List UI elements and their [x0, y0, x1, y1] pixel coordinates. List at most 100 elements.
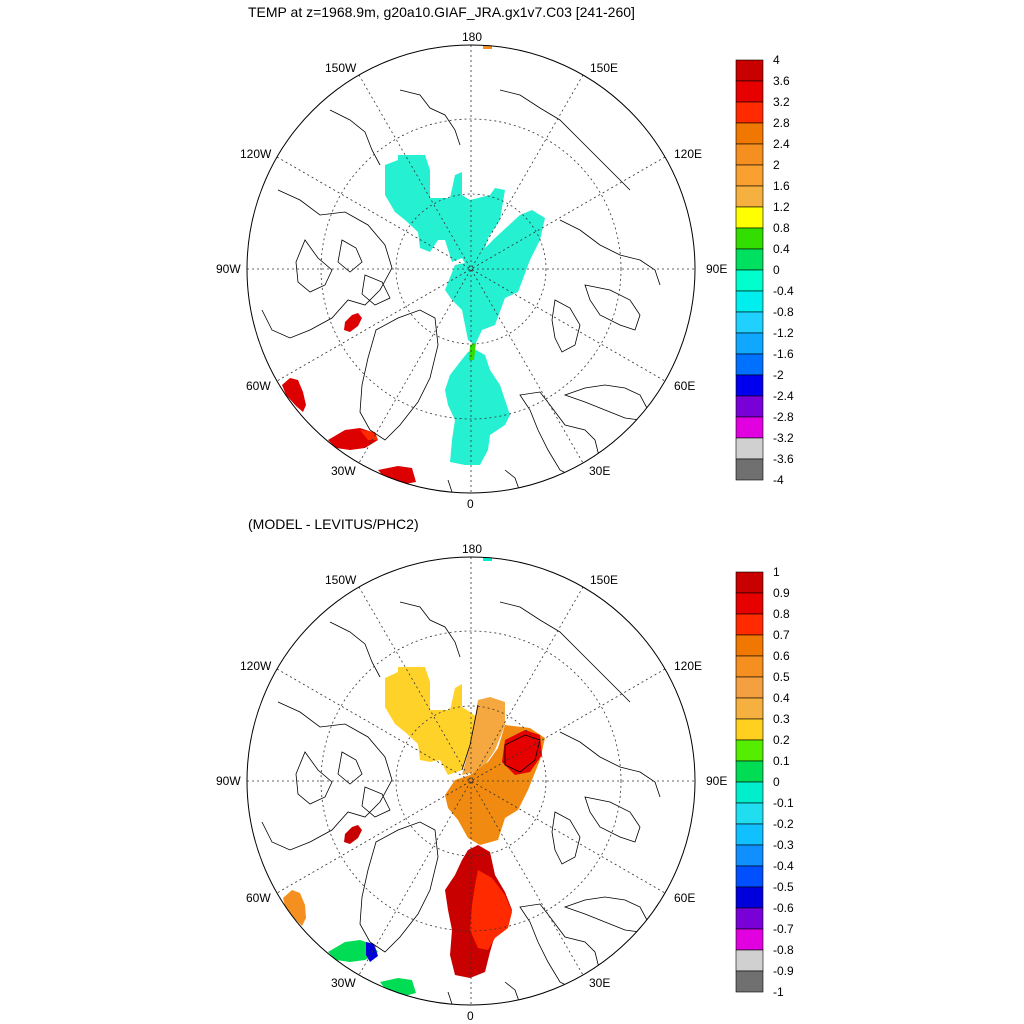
top-colorbar-label: -4: [773, 473, 784, 487]
top-colorbar-label: -3.6: [773, 452, 794, 466]
bottom-colorbar-label: 0.8: [773, 607, 790, 621]
bottom-lon-label-120e: 120E: [674, 659, 702, 673]
bottom-colorbar-label: 0.6: [773, 649, 790, 663]
bottom-canada-basin-fill: [385, 667, 478, 775]
top-colorbar-swatch: [735, 185, 764, 208]
top-colorbar-label: 0.8: [773, 221, 790, 235]
bottom-greenland-fill: [328, 940, 378, 962]
top-lon-label-90e: 90E: [706, 262, 727, 276]
bottom-colorbar-swatch: [735, 907, 764, 930]
top-warm-pacific: [483, 45, 492, 49]
bottom-lon-label-120w: 120W: [240, 659, 272, 673]
bottom-colorbar-swatch: [735, 823, 764, 846]
bottom-colorbar-label: -0.7: [773, 922, 794, 936]
bottom-colorbar-label: -0.4: [773, 859, 794, 873]
top-warm-baffin: [344, 313, 362, 332]
top-colorbar-swatch: [735, 80, 764, 103]
bottom-colorbar-label: -0.9: [773, 964, 794, 978]
top-coastlines: [261, 89, 661, 493]
top-colorbar-label: 0.4: [773, 242, 790, 256]
top-colorbar-label: 0: [773, 263, 780, 277]
bottom-colorbar-label: -1: [773, 985, 784, 999]
top-colorbar-label: 2.4: [773, 137, 790, 151]
bottom-colorbar-label: 1: [773, 565, 780, 579]
top-colorbar: 4 3.6 3.2 2.8 2.4 2 1.6 1.2 0.8 0.4 0 -0.4 -0.8 -1.2 -…: [735, 53, 794, 487]
bottom-colorbar-label: 0: [773, 775, 780, 789]
top-lon-label-150w: 150W: [325, 61, 357, 75]
top-panel: TEMP at z=1968.9m, g20a10.GIAF_JRA.gx1v7…: [216, 4, 794, 511]
top-colorbar-swatch: [735, 416, 764, 439]
bottom-lon-label-180: 180: [462, 542, 482, 556]
bottom-lon-label-150e: 150E: [590, 573, 618, 587]
bottom-panel-title: (MODEL - LEVITUS/PHC2): [248, 516, 419, 532]
top-colorbar-label: 3.6: [773, 74, 790, 88]
top-map-boundary: [246, 44, 696, 494]
bottom-colorbar-swatch: [735, 844, 764, 867]
top-lon-label-120e: 120E: [674, 147, 702, 161]
top-colorbar-label: -0.4: [773, 284, 794, 298]
top-colorbar-label: 4: [773, 53, 780, 67]
bottom-colorbar-swatch: [735, 928, 764, 951]
bottom-colorbar-swatch: [735, 592, 764, 615]
top-lon-label-120w: 120W: [240, 147, 272, 161]
top-colorbar-label: 3.2: [773, 95, 790, 109]
bottom-lon-label-0: 0: [467, 1009, 474, 1023]
top-colorbar-swatch: [735, 290, 764, 313]
bottom-lon-label-60w: 60W: [246, 891, 271, 905]
bottom-colorbar-label: -0.6: [773, 901, 794, 915]
top-fram-fill: [445, 350, 510, 465]
bottom-colorbar-label: -0.3: [773, 838, 794, 852]
bottom-makarov-fill: [462, 697, 505, 775]
top-colorbar-label: -3.2: [773, 431, 794, 445]
top-colorbar-label: 2.8: [773, 116, 790, 130]
top-panel-title: TEMP at z=1968.9m, g20a10.GIAF_JRA.gx1v7…: [248, 4, 635, 20]
top-colorbar-swatch: [735, 122, 764, 145]
bottom-colorbar-swatch: [735, 571, 764, 594]
bottom-colorbar-swatch: [735, 781, 764, 804]
top-longitude-labels: 180 150W 150E 120W 120E 90W 90E 60W 60E …: [216, 30, 727, 511]
top-colorbar-swatch: [735, 458, 764, 481]
bottom-colorbar-label: 0.3: [773, 712, 790, 726]
bottom-colorbar-swatch: [735, 634, 764, 657]
bottom-colorbar-swatch: [735, 760, 764, 783]
top-colorbar-label: 1.2: [773, 200, 790, 214]
top-warm-labrador: [282, 378, 306, 412]
top-lon-label-180: 180: [462, 30, 482, 44]
bottom-panel: (MODEL - LEVITUS/PHC2): [216, 516, 794, 1023]
top-colorbar-swatch: [735, 353, 764, 376]
bottom-lon-label-30e: 30E: [589, 976, 610, 990]
bottom-colorbar-label: 0.4: [773, 691, 790, 705]
bottom-colorbar-swatch: [735, 697, 764, 720]
top-colorbar-swatch: [735, 227, 764, 250]
bottom-fram-edge-fill: [470, 870, 512, 950]
bottom-colorbar-label: -0.8: [773, 943, 794, 957]
bottom-colorbar-swatch: [735, 676, 764, 699]
top-colorbar-swatch: [735, 101, 764, 124]
bottom-colorbar-label: 0.7: [773, 628, 790, 642]
top-lon-label-60w: 60W: [246, 379, 271, 393]
bottom-colorbar-label: 0.1: [773, 754, 790, 768]
top-lon-label-30w: 30W: [331, 464, 356, 478]
bottom-colorbar: 1 0.9 0.8 0.7 0.6 0.5 0.4 0.3 0.2 0.1 0 -0.1 -0.2 -0.…: [735, 565, 794, 999]
bottom-colorbar-swatch: [735, 613, 764, 636]
top-polar-map: 180 150W 150E 120W 120E 90W 90E 60W 60E …: [216, 30, 727, 511]
bottom-colorbar-label: -0.2: [773, 817, 794, 831]
top-colorbar-swatch: [735, 395, 764, 418]
bottom-colorbar-swatch: [735, 949, 764, 972]
top-colorbar-label: 2: [773, 158, 780, 172]
bottom-lon-label-60e: 60E: [674, 891, 695, 905]
top-arctic-fill: [385, 155, 505, 272]
bottom-lon-label-150w: 150W: [325, 573, 357, 587]
bottom-lon-label-90e: 90E: [706, 774, 727, 788]
bottom-graticule: [247, 557, 695, 1005]
bottom-lon-label-90w: 90W: [216, 774, 241, 788]
top-lon-label-0: 0: [467, 497, 474, 511]
bottom-pacific-fill: [483, 557, 492, 561]
bottom-colorbar-swatch: [735, 655, 764, 678]
top-colorbar-swatch: [735, 164, 764, 187]
bottom-warm-baffin: [344, 825, 362, 844]
bottom-colorbar-label: -0.1: [773, 796, 794, 810]
bottom-longitude-labels: 180 150W 150E 120W 120E 90W 90E 60W 60E …: [216, 542, 727, 1023]
top-colorbar-swatch: [735, 248, 764, 271]
bottom-colorbar-swatch: [735, 970, 764, 993]
